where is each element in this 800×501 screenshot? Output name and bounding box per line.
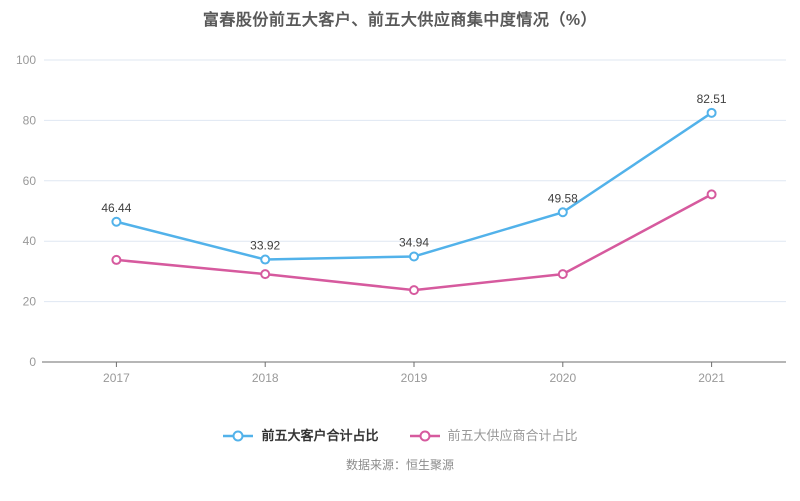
data-point-label: 34.94	[399, 235, 429, 249]
x-axis-label: 2019	[401, 371, 428, 385]
data-point-marker[interactable]	[409, 251, 419, 262]
legend-item-suppliers[interactable]: 前五大供应商合计占比	[409, 428, 578, 444]
data-point-label: 33.92	[250, 239, 280, 253]
legend-label-customers: 前五大客户合计占比	[261, 428, 379, 443]
y-axis-label: 40	[23, 234, 37, 248]
data-point-marker[interactable]	[260, 269, 271, 280]
data-point-marker[interactable]	[706, 189, 717, 200]
line-marker-icon	[409, 430, 440, 442]
data-source-caption: 数据来源：恒生聚源	[345, 458, 454, 472]
x-axis-label: 2020	[549, 371, 576, 385]
data-point-marker[interactable]	[557, 207, 568, 218]
y-axis-label: 80	[23, 113, 37, 127]
line-chart: 0 20 40 60 80 100 2017 2018 2019 2020 2021 46.44 33.…	[16, 53, 786, 385]
legend-item-customers[interactable]: 前五大客户合计占比	[222, 428, 379, 444]
y-axis-label: 20	[23, 295, 37, 309]
data-point-marker[interactable]	[111, 254, 122, 265]
x-axis-label: 2021	[698, 371, 725, 385]
line-marker-icon	[223, 430, 254, 442]
y-axis-label: 100	[16, 53, 36, 67]
chart-title: 富春股份前五大客户、前五大供应商集中度情况（%）	[202, 12, 598, 29]
data-point-label: 82.51	[697, 92, 727, 106]
data-point-marker[interactable]	[260, 254, 271, 265]
legend: 前五大客户合计占比 前五大供应商合计占比	[0, 428, 800, 444]
data-point-label: 46.44	[101, 201, 131, 215]
data-point-label: 49.58	[548, 191, 578, 205]
y-axis-label: 0	[29, 355, 36, 369]
legend-label-suppliers: 前五大供应商合计占比	[447, 428, 578, 443]
x-axis-label: 2018	[252, 371, 279, 385]
data-point-marker[interactable]	[111, 216, 122, 227]
x-axis-label: 2017	[103, 371, 130, 385]
data-point-marker[interactable]	[706, 107, 717, 118]
data-point-marker[interactable]	[409, 285, 419, 296]
y-axis-label: 60	[23, 174, 37, 188]
data-point-marker[interactable]	[557, 269, 568, 280]
